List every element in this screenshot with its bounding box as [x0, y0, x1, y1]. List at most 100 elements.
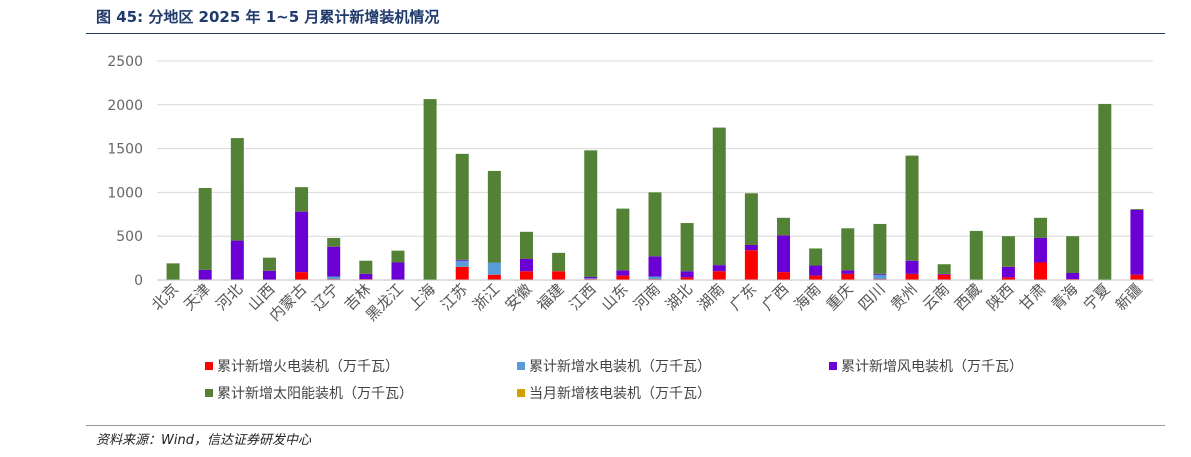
bar-segment — [423, 99, 437, 280]
bar-segment — [519, 271, 533, 280]
legend-item: 累计新增水电装机（万千瓦） — [517, 356, 711, 376]
bar-segment — [937, 274, 951, 280]
bar-segment — [1130, 209, 1144, 275]
bar-segment — [552, 252, 566, 272]
legend-item: 累计新增火电装机（万千瓦） — [205, 356, 399, 376]
bar-segment — [1130, 274, 1144, 280]
bar-segment — [1034, 217, 1048, 238]
bar-segment — [455, 260, 469, 267]
bar-segment — [552, 271, 566, 280]
bar-segment — [873, 274, 887, 280]
source-rule — [86, 425, 1165, 426]
bar-segment — [519, 231, 533, 259]
legend-label: 累计新增水电装机（万千瓦） — [529, 359, 711, 375]
x-tick-label: 内蒙古 — [266, 280, 311, 325]
bar-segment — [616, 270, 630, 276]
x-tick-label: 陕西 — [983, 280, 1017, 314]
x-tick-label: 浙江 — [469, 280, 503, 314]
bar-segment — [680, 277, 694, 280]
legend-swatch — [517, 362, 525, 370]
bar-segment — [616, 208, 630, 271]
legend-label: 累计新增风电装机（万千瓦） — [841, 359, 1023, 375]
bar-segment — [359, 273, 373, 280]
x-axis: 北京天津河北山西内蒙古辽宁吉林黑龙江上海江苏浙江安徽福建江西山东河南湖北湖南广东… — [148, 279, 1153, 325]
bar-segment — [295, 272, 309, 280]
bar-segment — [230, 240, 244, 280]
bar-segment — [937, 273, 951, 275]
x-tick-label: 宁夏 — [1080, 280, 1114, 314]
x-tick-label: 湖北 — [662, 280, 696, 314]
legend-label: 累计新增太阳能装机（万千瓦） — [217, 386, 413, 402]
x-tick-label: 青海 — [1048, 280, 1082, 314]
bar-segment — [1130, 209, 1144, 210]
bar-segment — [809, 248, 823, 266]
bar-segment — [1001, 236, 1015, 267]
x-tick-label: 江苏 — [437, 280, 471, 314]
x-tick-label: 甘肃 — [1015, 280, 1049, 314]
bar-segment — [584, 150, 598, 277]
bar-segment — [680, 223, 694, 272]
bar-segment — [327, 246, 341, 277]
bar-segment — [744, 193, 758, 245]
x-tick-label: 四川 — [855, 280, 889, 314]
bar-segment — [391, 262, 405, 280]
bar-segment — [359, 260, 373, 274]
x-tick-label: 北京 — [148, 280, 182, 314]
x-tick-label: 湖南 — [694, 280, 728, 314]
bar-segment — [1034, 237, 1048, 263]
bar-segment — [648, 276, 662, 280]
bar-segment — [809, 275, 823, 280]
bar-segment — [809, 265, 823, 276]
bar-segment — [198, 188, 212, 270]
x-tick-label: 广西 — [758, 280, 792, 314]
legend-swatch — [205, 362, 213, 370]
x-tick-label: 辽宁 — [309, 280, 343, 314]
bar-segment — [487, 274, 501, 280]
bar-segment — [777, 272, 791, 280]
bar-segment — [391, 250, 405, 263]
figure-title: 图 45: 分地区 2025 年 1~5 月累计新增装机情况 — [96, 8, 440, 26]
bar-segment — [777, 235, 791, 273]
bar-segment — [519, 258, 533, 272]
legend-swatch — [829, 362, 837, 370]
source-note: 资料来源：Wind，信达证券研发中心 — [96, 433, 311, 448]
bar-segment — [712, 265, 726, 272]
y-tick-label: 500 — [116, 229, 143, 245]
y-tick-label: 1000 — [107, 185, 143, 201]
bar-segment — [905, 273, 919, 280]
y-tick-label: 1500 — [107, 142, 143, 158]
bar-segment — [1098, 103, 1112, 280]
bar-segment — [1066, 272, 1080, 280]
bar-segment — [969, 230, 983, 280]
bar-segment — [1001, 266, 1015, 278]
bar-segment — [487, 262, 501, 275]
bar-segment — [873, 223, 887, 274]
legend-label: 累计新增火电装机（万千瓦） — [217, 359, 399, 375]
x-tick-label: 河南 — [630, 280, 664, 314]
x-tick-label: 山东 — [598, 280, 632, 314]
bar-segment — [841, 273, 855, 280]
legend-swatch — [517, 389, 525, 397]
bar-segment — [841, 270, 855, 274]
bar-segment — [1066, 236, 1080, 273]
x-tick-label: 广东 — [726, 280, 760, 314]
x-tick-label: 黑龙江 — [362, 280, 407, 325]
bar-segment — [455, 153, 469, 260]
legend-item: 当月新增核电装机（万千瓦） — [517, 383, 711, 403]
x-tick-label: 云南 — [919, 280, 953, 314]
legend-swatch — [205, 389, 213, 397]
bar-segment — [680, 271, 694, 278]
bar-segment — [712, 127, 726, 266]
x-tick-label: 重庆 — [823, 280, 857, 314]
bar-segment — [777, 217, 791, 236]
bar-segment — [584, 278, 598, 280]
bar-segment — [487, 170, 501, 263]
bar-segment — [1034, 262, 1048, 280]
x-tick-label: 天津 — [180, 280, 214, 314]
bar-segment — [455, 266, 469, 280]
bar-segment — [327, 276, 341, 280]
bar-segment — [198, 269, 212, 280]
title-rule — [86, 33, 1165, 34]
bar-segment — [873, 273, 887, 275]
bar-segment — [841, 228, 855, 271]
